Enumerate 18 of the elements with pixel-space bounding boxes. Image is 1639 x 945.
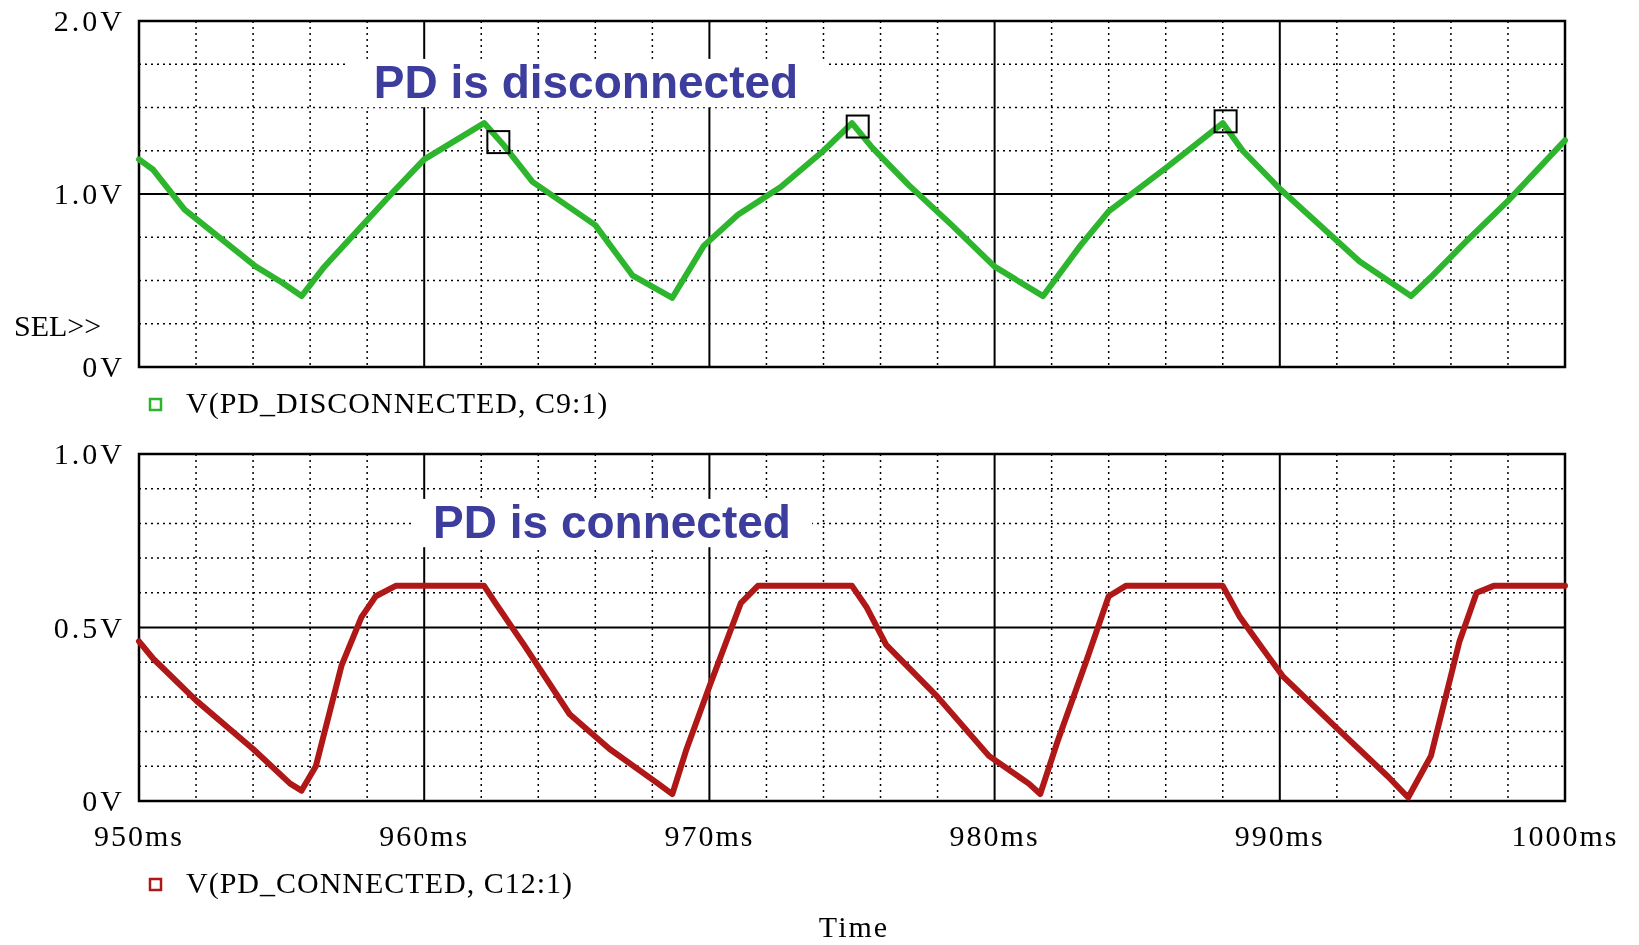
- y-tick-label: 0.5V: [53, 610, 125, 644]
- x-tick-label: 970ms: [664, 819, 755, 852]
- legend-label: V(PD_DISCONNECTED, C9:1): [186, 386, 609, 420]
- x-axis-title: Time: [818, 910, 890, 943]
- y-tick-label: 0V: [82, 350, 125, 383]
- legend-label: V(PD_CONNECTED, C12:1): [186, 866, 573, 900]
- annotation: PD is disconnected: [373, 56, 799, 108]
- y-tick-label: 0V: [82, 784, 125, 817]
- y-tick-label: 1.0V: [53, 177, 125, 210]
- x-tick-label: 990ms: [1234, 819, 1325, 852]
- annotation: PD is connected: [433, 496, 791, 548]
- x-tick-label: 1000ms: [1511, 819, 1619, 852]
- x-tick-label: 950ms: [93, 819, 185, 852]
- y-tick-label: 2.0V: [53, 4, 125, 37]
- text: SEL>>: [14, 309, 102, 342]
- x-tick-label: 960ms: [379, 819, 470, 852]
- x-tick-label: 980ms: [949, 819, 1040, 852]
- y-tick-label: 1.0V: [53, 437, 125, 470]
